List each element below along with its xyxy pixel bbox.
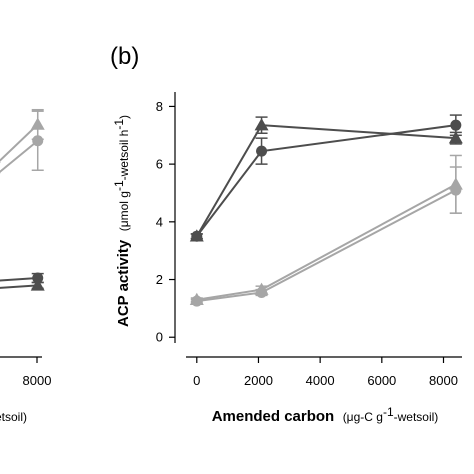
- panel-b-x-tick-label: 2000: [244, 373, 273, 388]
- panel-b-y-tick-label: 4: [156, 214, 163, 229]
- panel-b-x-tick-label: 8000: [429, 373, 458, 388]
- panel-b-y-axis-title-unit-c: ): [117, 115, 131, 119]
- panel-b-x-axis-title: Amended carbon (μg-C g-1-wetsoil): [212, 405, 439, 425]
- panel-b-circle-point: [256, 145, 268, 157]
- panel-b-y-axis-title: ACP activity (μmol g-1-wetsoil h-1): [112, 115, 132, 327]
- panel-a-series-line: [0, 139, 39, 174]
- panel-b-plot-area: [189, 114, 463, 307]
- panel-a-triangle-point: [30, 117, 45, 130]
- panel-b-series-line: [196, 183, 457, 301]
- panel-b-series-line: [196, 189, 457, 303]
- panel-b-y-tick-label: 8: [156, 99, 163, 114]
- panel-b-triangle-point: [448, 131, 463, 144]
- panel-a-circle-point: [32, 135, 44, 147]
- panel-b-circle-point: [191, 295, 203, 307]
- panel-b-circle-point: [450, 119, 462, 131]
- panel-a-x-tick-label: 8000: [23, 373, 52, 388]
- panel-a-series-line: [0, 123, 39, 164]
- panel-b-y-ticks: 0 2 4 6 8: [156, 99, 175, 345]
- panel-b-x-axis-title-unit-b: -wetsoil): [394, 410, 439, 424]
- panel-b-circle-point: [256, 287, 268, 299]
- panel-b-y-axis-title-unit-b: -wetsoil h: [117, 130, 131, 181]
- panel-b-y-tick-label: 0: [156, 330, 163, 345]
- panel-b-circle-point: [191, 230, 203, 242]
- panel-b-y-axis-title-sup-a: -1: [112, 180, 126, 191]
- panel-a-series-line: [0, 284, 38, 290]
- panel-b-x-axis-title-main: Amended carbon: [212, 408, 335, 425]
- panel-a-x-axis-title-fragment: etsoil): [0, 410, 27, 424]
- panel-b-series-line: [195, 124, 456, 237]
- panel-b-x-tick-label: 0: [193, 373, 200, 388]
- panel-b-tag: (b): [110, 43, 139, 70]
- panel-b-x-tick-label: 4000: [306, 373, 335, 388]
- panel-b-x-ticks: 0 2000 4000 6000 8000: [193, 357, 458, 388]
- panel-b-y-axis-title-main: ACP activity: [115, 239, 132, 327]
- panel-b-triangle-point: [254, 118, 269, 131]
- panel-b-x-axis-title-unit-a: (μg-C g: [343, 410, 383, 424]
- panel-a-triangle-point: [30, 278, 45, 291]
- panel-a-circle-point: [32, 272, 44, 284]
- panel-b-y-tick-label: 2: [156, 272, 163, 287]
- panel-b-y-tick-label: 6: [156, 157, 163, 172]
- panel-a-series-line: [0, 277, 38, 282]
- panel-b-circle-point: [450, 184, 462, 196]
- panel-b: (b) 0 2 4 6 8 0 2000 4000 6000 8000 ACP activity…: [110, 43, 463, 425]
- panel-b-y-axis-title-sup-b: -1: [112, 119, 126, 130]
- panel-a: 8000 etsoil): [0, 108, 52, 424]
- panel-a-plot-area: [0, 108, 45, 291]
- panel-b-x-axis-title-sup: -1: [383, 405, 394, 419]
- panel-b-y-axis-title-unit-a: (μmol g: [117, 191, 131, 231]
- panel-b-x-tick-label: 6000: [367, 373, 396, 388]
